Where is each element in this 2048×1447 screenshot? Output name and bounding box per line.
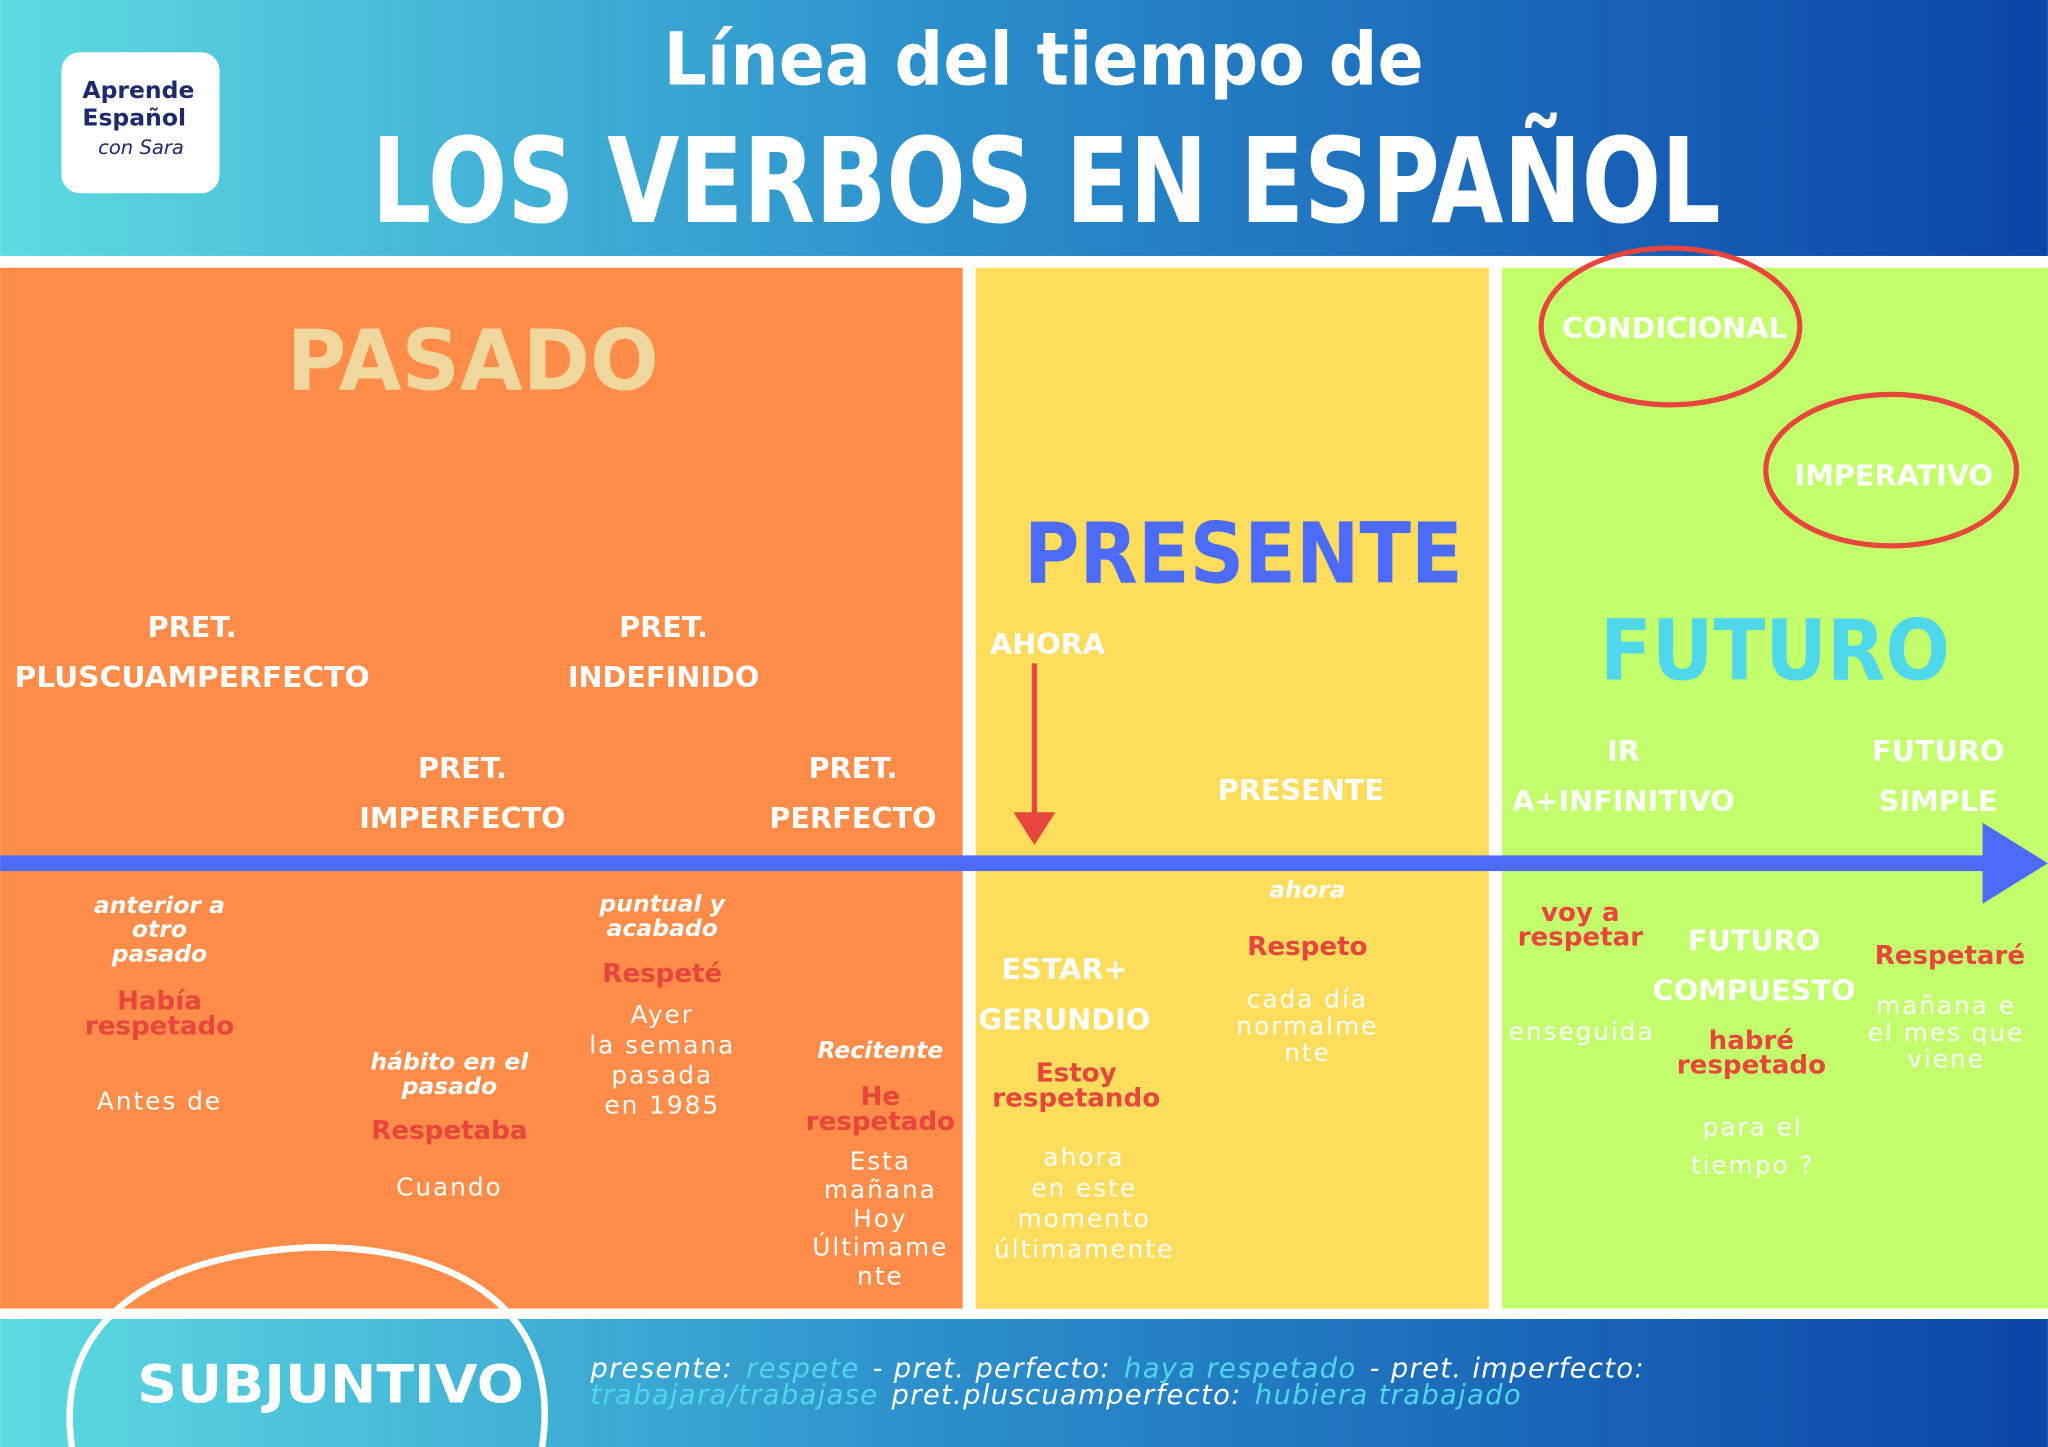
subtitle: LOS VERBOS EN ESPAÑOL (372, 112, 1721, 250)
section-title: FUTURO (1600, 601, 1950, 699)
tense-form: respetado (806, 1107, 955, 1137)
time-marker: enseguida (1509, 1017, 1655, 1046)
tense-name: ESTAR+ (1001, 952, 1127, 986)
now-label: AHORA (990, 627, 1106, 661)
tense-name: PLUSCUAMPERFECTO (14, 660, 369, 694)
tense-name: PRET. (808, 751, 897, 785)
logo-text: Español (82, 104, 186, 132)
logo-text: con Sara (98, 136, 184, 159)
header-bg (0, 0, 2048, 256)
tense-use: pasado (111, 939, 208, 967)
pasado-panel (0, 267, 963, 1309)
tense-name: IMPERFECTO (359, 801, 565, 835)
mood-label: IMPERATIVO (1795, 458, 1993, 492)
subjuntivo-item: - pret. perfecto: (873, 1353, 1111, 1384)
logo-text: Aprende (82, 76, 194, 104)
tense-name: IR (1607, 734, 1640, 768)
time-marker: mañana (824, 1175, 937, 1204)
subjuntivo-item: - pret. imperfecto: (1370, 1353, 1645, 1384)
mood-label: CONDICIONAL (1562, 311, 1787, 345)
time-marker: viene (1907, 1045, 1985, 1074)
tense-name: SIMPLE (1879, 784, 1998, 818)
logo-box (61, 52, 220, 194)
tense-name: PRET. (619, 610, 708, 644)
subjuntivo-line: presente: respete - pret. perfecto: haya re… (589, 1353, 1644, 1384)
time-marker: Esta (850, 1146, 911, 1175)
time-marker: Hoy (853, 1204, 907, 1233)
condicional-circle (1538, 245, 1803, 408)
tense-form: Respeto (1247, 932, 1367, 962)
time-marker: momento (1018, 1204, 1151, 1233)
subjuntivo-item: hubiera trabajado (1255, 1379, 1522, 1410)
tense-use: pasado (401, 1072, 498, 1100)
subjuntivo-circle (66, 1243, 548, 1447)
tense-form: He (861, 1082, 901, 1112)
tense-name: FUTURO (1688, 923, 1820, 957)
time-marker: nte (857, 1261, 904, 1290)
time-marker: pasada (611, 1060, 713, 1089)
tense-form: Respetaré (1875, 941, 2025, 971)
time-marker: ahora (1043, 1143, 1124, 1172)
tense-form: Respetaba (371, 1116, 527, 1146)
tense-form: voy a (1541, 898, 1620, 928)
time-marker: el mes que (1868, 1018, 2025, 1047)
tense-name: COMPUESTO (1653, 974, 1856, 1008)
subjuntivo-item: haya respetado (1124, 1353, 1357, 1384)
subjuntivo-title: SUBJUNTIVO (137, 1356, 524, 1416)
section-title: PASADO (287, 311, 659, 409)
section-title: PRESENTE (1024, 505, 1463, 603)
time-marker: mañana e (1876, 991, 2016, 1020)
time-marker: tiempo ? (1691, 1150, 1815, 1179)
time-marker: en este (1031, 1173, 1137, 1202)
now-arrow-head (1013, 812, 1056, 845)
time-marker: en 1985 (604, 1090, 720, 1119)
tense-form: respetar (1518, 923, 1644, 953)
subjuntivo-item: pret.pluscuamperfecto: (891, 1379, 1242, 1410)
time-marker: últimamente (994, 1235, 1174, 1264)
tense-name: PRET. (148, 610, 237, 644)
tense-name: PERFECTO (769, 801, 936, 835)
subjuntivo-item: presente: (589, 1353, 733, 1384)
subjuntivo-item: respete (746, 1353, 859, 1384)
tense-form: Respeté (602, 959, 722, 989)
subjuntivo-line: trabajara/trabajase pret.pluscuamperfecto… (590, 1379, 1522, 1410)
tense-form: Estoy (1036, 1058, 1117, 1088)
tense-use: otro (132, 915, 187, 943)
tense-form: Había (117, 987, 202, 1017)
timeline (0, 855, 1992, 872)
tense-name: INDEFINIDO (568, 660, 759, 694)
tense-form: respetado (85, 1011, 234, 1041)
tense-name: PRET. (418, 751, 507, 785)
tense-use: ahora (1269, 875, 1345, 903)
tense-use: anterior a (94, 891, 225, 919)
tense-use: hábito en el (370, 1048, 529, 1076)
imperativo-circle (1763, 391, 2020, 549)
time-marker: Últimame (812, 1232, 948, 1262)
time-marker: para el (1703, 1113, 1803, 1142)
tense-use: Recitente (817, 1036, 943, 1064)
time-marker: la semana (589, 1030, 735, 1059)
presente-panel (975, 267, 1489, 1309)
tense-name: GERUNDIO (979, 1002, 1151, 1036)
tense-name: PRESENTE (1218, 773, 1384, 807)
title: Línea del tiempo de (664, 18, 1424, 103)
timeline-arrow (1982, 822, 2048, 904)
tense-form: respetado (1677, 1051, 1826, 1081)
subjuntivo-item: trabajara/trabajase (590, 1379, 878, 1410)
tense-use: acabado (607, 914, 718, 942)
time-marker: Cuando (396, 1173, 503, 1202)
tense-form: respetando (992, 1083, 1160, 1113)
tense-use: puntual y (598, 890, 726, 918)
footer-bg (0, 1319, 2048, 1447)
tense-name: FUTURO (1872, 734, 2004, 768)
tense-form: habré (1709, 1026, 1794, 1056)
time-marker: Ayer (631, 1000, 694, 1029)
time-marker: nte (1284, 1038, 1331, 1067)
time-marker: normalme (1236, 1011, 1378, 1040)
tense-name: A+INFINITIVO (1512, 784, 1734, 818)
time-marker: cada día (1247, 985, 1368, 1014)
time-marker: Antes de (97, 1086, 222, 1115)
